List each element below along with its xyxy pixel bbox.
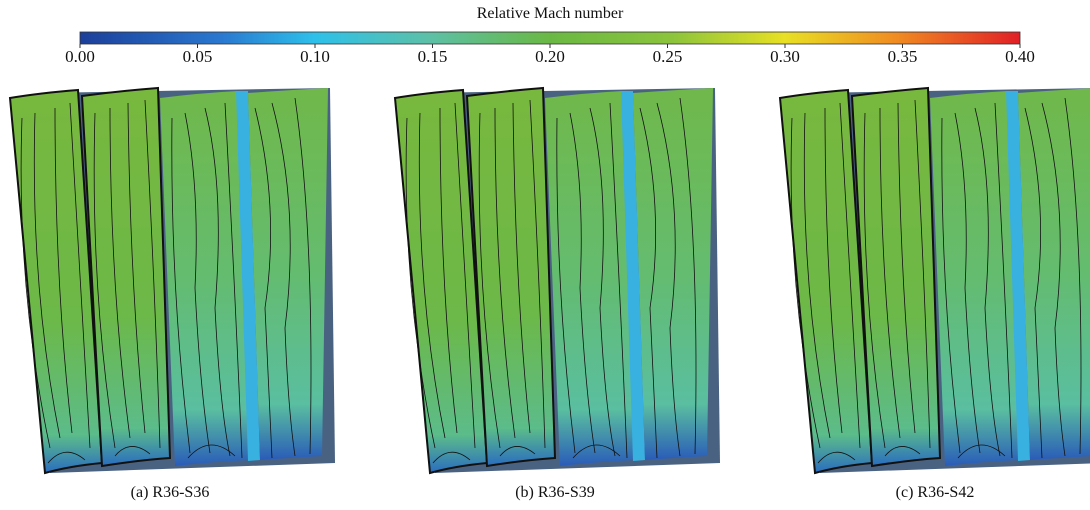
panel-b (395, 88, 720, 473)
tick-label: 0.00 (65, 47, 95, 66)
tick-label: 0.35 (888, 47, 918, 66)
tick-label: 0.05 (183, 47, 213, 66)
tick-label: 0.25 (653, 47, 683, 66)
panel-c (780, 88, 1090, 473)
tick-label: 0.15 (418, 47, 448, 66)
caption: (c) R36-S42 (896, 484, 975, 501)
tick-label: 0.10 (300, 47, 330, 66)
colorbar-title: Relative Mach number (477, 5, 624, 22)
colorbar (80, 32, 1020, 44)
tick-label: 0.40 (1005, 47, 1035, 66)
caption: (a) R36-S36 (131, 484, 210, 501)
tick-label: 0.20 (535, 47, 565, 66)
figure: Relative Mach number (a) R36-S36 (b) R36… (0, 0, 1090, 510)
panel-a (10, 88, 335, 473)
tick-label: 0.30 (770, 47, 800, 66)
caption: (b) R36-S39 (515, 484, 595, 501)
